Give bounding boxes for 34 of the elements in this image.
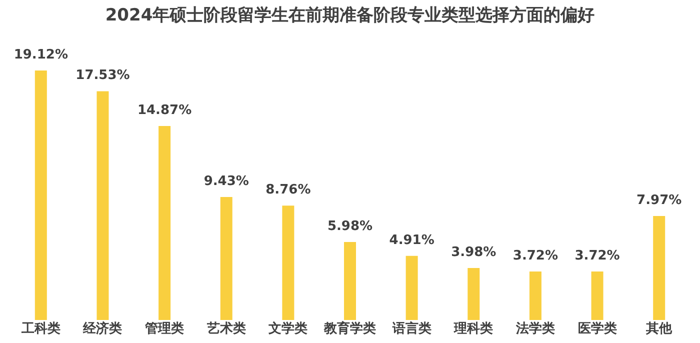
x-tick-label: 法学类 [514,322,555,336]
data-label: 9.43% [204,174,249,189]
chart-title: 2024年硕士阶段留学生在前期准备阶段专业类型选择方面的偏好 [105,5,595,26]
data-label: 3.72% [512,248,558,264]
x-tick-label: 医学类 [578,322,617,336]
data-label: 14.87% [137,102,192,118]
bar [653,216,666,320]
x-tick-label: 理科类 [453,322,494,336]
bar [591,271,604,320]
bar [344,242,356,320]
x-tick-label: 经济类 [82,320,122,336]
bar [468,268,480,320]
bar [406,256,418,320]
x-tick-label: 教育学类 [323,320,376,336]
data-label: 4.91% [389,232,434,248]
x-tick-label: 艺术类 [206,322,246,336]
x-tick-label: 管理类 [144,322,184,336]
bar [158,126,171,320]
bar [282,206,294,320]
x-tick-label: 工科类 [20,322,60,336]
bar [34,70,47,320]
data-label: 3.98% [451,245,496,260]
x-tick-label: 文学类 [268,320,308,336]
data-label: 19.12% [14,47,68,62]
bar [529,271,542,320]
bar [96,91,109,320]
data-label: 17.53% [76,68,130,84]
data-label: 3.72% [574,248,620,264]
x-tick-label: 其他 [645,322,674,336]
data-label: 7.97% [636,192,682,208]
data-label: 8.76% [266,182,311,198]
data-label: 5.98% [327,218,373,234]
x-tick-label: 语言类 [391,320,432,336]
bar [220,196,232,320]
